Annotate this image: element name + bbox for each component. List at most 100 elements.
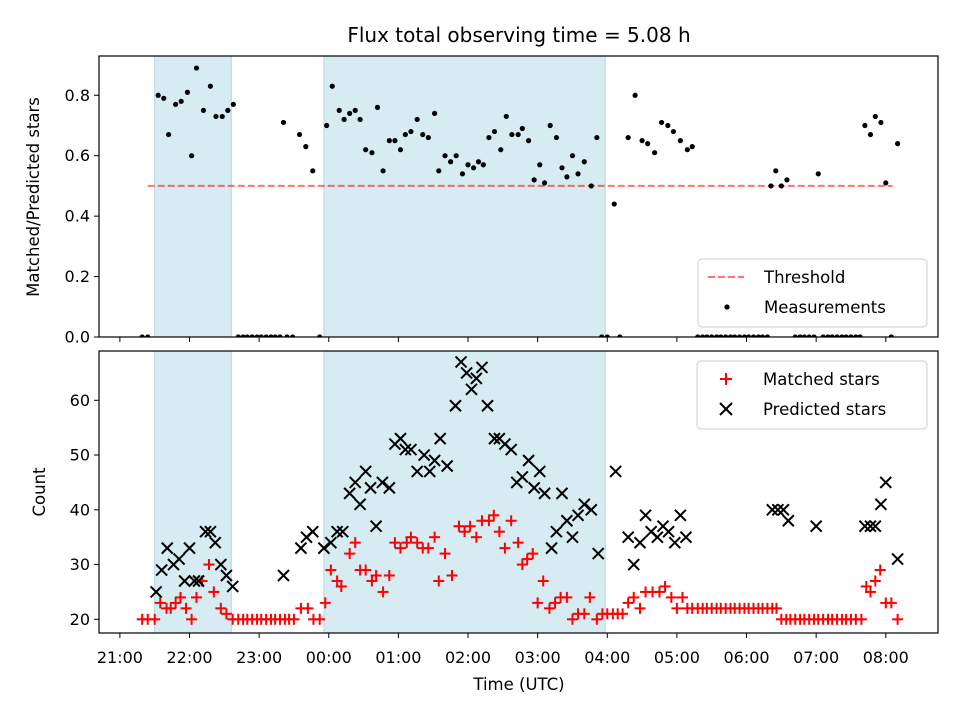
measurement-point <box>700 334 706 337</box>
measurement-point <box>414 116 420 123</box>
matched-star-point <box>208 586 220 598</box>
measurement-point <box>178 98 184 104</box>
predicted-star-point <box>771 503 785 517</box>
measurement-point <box>792 334 798 337</box>
predicted-star-point <box>449 399 462 412</box>
matched-star-point <box>174 591 186 603</box>
bottom-panel: 20 30 40 50 60 21:00 22:00 23:00 00:00 01:00 02:0… <box>30 350 939 694</box>
predicted-star-point <box>376 476 389 489</box>
measurement-point <box>784 177 790 183</box>
measurement-point <box>811 334 817 337</box>
legend-measurement-marker <box>724 304 730 310</box>
measurement-point <box>284 334 290 337</box>
bottom-legend: Matched stars Predicted stars <box>696 360 928 430</box>
predicted-star-point <box>782 514 795 527</box>
measurement-point <box>249 334 255 337</box>
predicted-star-point <box>475 361 489 374</box>
matched-star-point <box>499 542 511 554</box>
bottom-x-axis: 21:00 22:00 23:00 00:00 01:00 02:00 03:00 04:00… <box>97 633 909 667</box>
predicted-star-point <box>621 530 635 544</box>
predicted-star-point <box>639 509 652 522</box>
predicted-star-point <box>777 503 790 517</box>
predicted-star-point <box>545 541 558 555</box>
predicted-star-point <box>809 520 823 533</box>
measurement-point <box>317 334 323 337</box>
measurement-point <box>829 334 835 337</box>
matched-star-point <box>377 586 389 598</box>
measurement-point <box>498 147 504 153</box>
matched-star-point <box>628 591 640 603</box>
measurement-point <box>459 171 466 177</box>
bottom-x-tick-label: 02:00 <box>445 648 491 667</box>
top-y-tick-label: 0.8 <box>65 86 90 105</box>
predicted-star-point <box>550 525 563 538</box>
bottom-y-tick-label: 30 <box>70 555 90 574</box>
bottom-y-axis-title: Count <box>30 467 49 517</box>
legend-measurement-label: Measurements <box>764 298 886 317</box>
top-plot-area <box>139 65 901 337</box>
predicted-star-point <box>172 552 186 566</box>
predicted-star-point <box>566 530 579 544</box>
predicted-star-point <box>460 366 473 380</box>
measurement-point <box>611 201 617 207</box>
predicted-star-point <box>149 585 163 599</box>
predicted-star-point <box>192 574 205 588</box>
matched-star-point <box>422 542 434 554</box>
measurement-point <box>553 134 560 141</box>
measurement-point <box>525 138 532 144</box>
measurement-point <box>207 83 214 89</box>
matched-star-point <box>335 580 347 592</box>
bottom-x-tick-label: 08:00 <box>863 648 909 667</box>
bottom-x-tick-label: 22:00 <box>166 648 212 667</box>
top-x-axis-ticks <box>119 337 887 342</box>
predicted-star-point <box>317 541 331 555</box>
matched-star-point <box>521 553 533 565</box>
predicted-star-point <box>858 520 872 533</box>
predicted-star-point <box>178 574 191 588</box>
measurement-point <box>581 159 587 165</box>
measurement-point <box>677 138 683 144</box>
top-axes-frame <box>98 55 939 338</box>
matched-star-point <box>405 531 417 543</box>
measurement-point <box>213 113 219 120</box>
measurement-point <box>569 153 576 159</box>
top-y-tick-label: 0.6 <box>65 146 90 165</box>
predicted-star-point <box>555 487 569 500</box>
shaded-interval-1 <box>154 55 232 338</box>
measurement-point <box>604 334 610 337</box>
bottom-shaded-regions <box>154 350 606 634</box>
predicted-star-point <box>627 558 640 571</box>
matched-star-point <box>578 608 590 620</box>
measurement-point <box>746 334 752 337</box>
predicted-star-point <box>204 525 217 538</box>
matched-star-point <box>671 602 683 614</box>
bottom-x-tick-label: 07:00 <box>793 648 839 667</box>
predicted-star-point <box>353 498 367 511</box>
predicted-star-point <box>423 465 436 478</box>
matched-star-point <box>622 597 634 609</box>
bottom-x-tick-label: 03:00 <box>515 648 561 667</box>
bottom-x-tick-label: 05:00 <box>654 648 700 667</box>
bottom-legend-box <box>696 360 928 430</box>
measurement-point <box>632 92 638 98</box>
measurement-point <box>225 107 231 113</box>
matched-star-point <box>349 537 361 549</box>
measurement-point <box>547 122 553 129</box>
predicted-star-point <box>349 476 362 489</box>
predicted-star-point <box>538 487 551 500</box>
measurement-point <box>862 122 868 129</box>
predicted-star-point <box>277 569 290 582</box>
bottom-y-tick-label: 40 <box>70 500 90 519</box>
matched-star-point <box>453 520 465 532</box>
measurement-point <box>519 125 525 132</box>
measurement-point <box>425 134 431 141</box>
bottom-y-tick-label: 20 <box>70 610 90 629</box>
predicted-star-point <box>516 470 529 484</box>
measurement-point <box>184 89 191 95</box>
matched-star-point <box>439 548 451 560</box>
top-legend-box <box>697 258 928 328</box>
measurement-point <box>599 334 605 337</box>
predicted-star-point <box>209 536 222 549</box>
predicted-star-point <box>188 574 201 588</box>
